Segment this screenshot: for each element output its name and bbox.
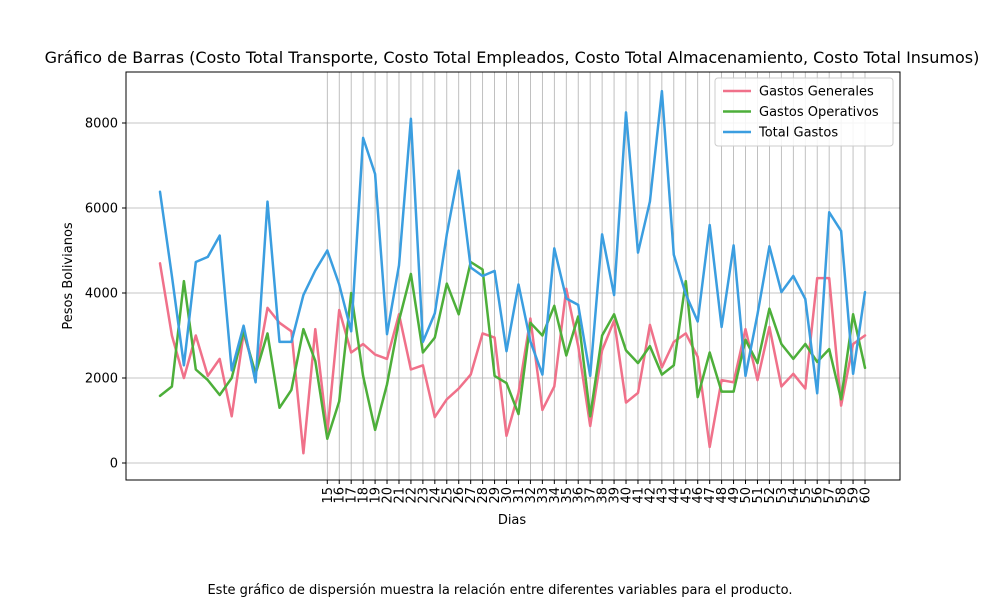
y-axis-label: Pesos Bolivianos (61, 222, 76, 330)
x-tick-label: 60 (859, 487, 874, 504)
x-tick-label: 20 (381, 487, 396, 504)
x-tick-label: 24 (428, 487, 443, 504)
x-axis-ticks: 1516171819202122232425262728293031323334… (321, 480, 874, 504)
x-tick-label: 59 (847, 487, 862, 504)
x-tick-label: 43 (655, 487, 670, 504)
series-line (158, 260, 867, 441)
x-tick-label: 39 (608, 487, 623, 504)
y-tick-label: 8000 (85, 117, 118, 132)
x-tick-label: 16 (333, 487, 348, 504)
legend-label: Total Gastos (758, 126, 838, 141)
x-tick-label: 32 (524, 487, 539, 504)
x-tick-label: 42 (643, 487, 658, 504)
chart-caption: Este gráfico de dispersión muestra la re… (207, 583, 793, 598)
y-axis-ticks: 0 2000 4000 6000 8000 (85, 117, 126, 472)
series-lines (158, 89, 867, 455)
x-tick-label: 18 (357, 487, 372, 504)
y-tick-label: 2000 (85, 372, 118, 387)
x-tick-label: 44 (667, 487, 682, 504)
x-tick-label: 53 (775, 487, 790, 504)
x-tick-label: 34 (548, 487, 563, 504)
series-line (158, 89, 867, 395)
legend-box (714, 77, 894, 147)
x-tick-label: 15 (321, 487, 336, 504)
x-axis-label: Dias (498, 513, 527, 528)
x-tick-label: 26 (452, 487, 467, 504)
x-tick-label: 41 (631, 487, 646, 504)
y-tick-label: 6000 (85, 202, 118, 217)
x-tick-label: 17 (345, 487, 360, 504)
y-tick-label: 0 (110, 457, 118, 472)
x-tick-label: 19 (369, 487, 384, 504)
x-tick-label: 55 (799, 487, 814, 504)
x-tick-label: 49 (727, 487, 742, 504)
x-tick-label: 29 (488, 487, 503, 504)
x-tick-label: 28 (476, 487, 491, 504)
legend: Gastos Generales Gastos Operativos Total G… (714, 77, 894, 147)
x-tick-label: 50 (739, 487, 754, 504)
chart-title: Gráfico de Barras (Costo Total Transport… (45, 48, 980, 67)
x-tick-label: 25 (440, 487, 455, 504)
x-tick-label: 33 (536, 487, 551, 504)
x-tick-label: 23 (416, 487, 431, 504)
x-tick-label: 46 (691, 487, 706, 504)
x-tick-label: 21 (392, 487, 407, 504)
x-tick-label: 35 (560, 487, 575, 504)
x-tick-label: 57 (823, 487, 838, 504)
x-tick-label: 38 (596, 487, 611, 504)
y-tick-label: 4000 (85, 287, 118, 302)
x-tick-label: 58 (835, 487, 850, 504)
plot-frame (125, 71, 901, 481)
x-tick-label: 36 (572, 487, 587, 504)
x-tick-label: 30 (500, 487, 515, 504)
x-tick-label: 47 (703, 487, 718, 504)
x-tick-label: 52 (763, 487, 778, 504)
x-tick-label: 45 (679, 487, 694, 504)
x-tick-label: 51 (751, 487, 766, 504)
x-tick-label: 48 (715, 487, 730, 504)
x-tick-label: 54 (787, 487, 802, 504)
legend-label: Gastos Generales (759, 85, 874, 100)
x-tick-label: 40 (620, 487, 635, 504)
x-tick-label: 37 (584, 487, 599, 504)
x-tick-label: 56 (811, 487, 826, 504)
x-tick-label: 22 (404, 487, 419, 504)
x-tick-label: 27 (464, 487, 479, 504)
x-tick-label: 31 (512, 487, 527, 504)
legend-label: Gastos Operativos (759, 105, 879, 120)
